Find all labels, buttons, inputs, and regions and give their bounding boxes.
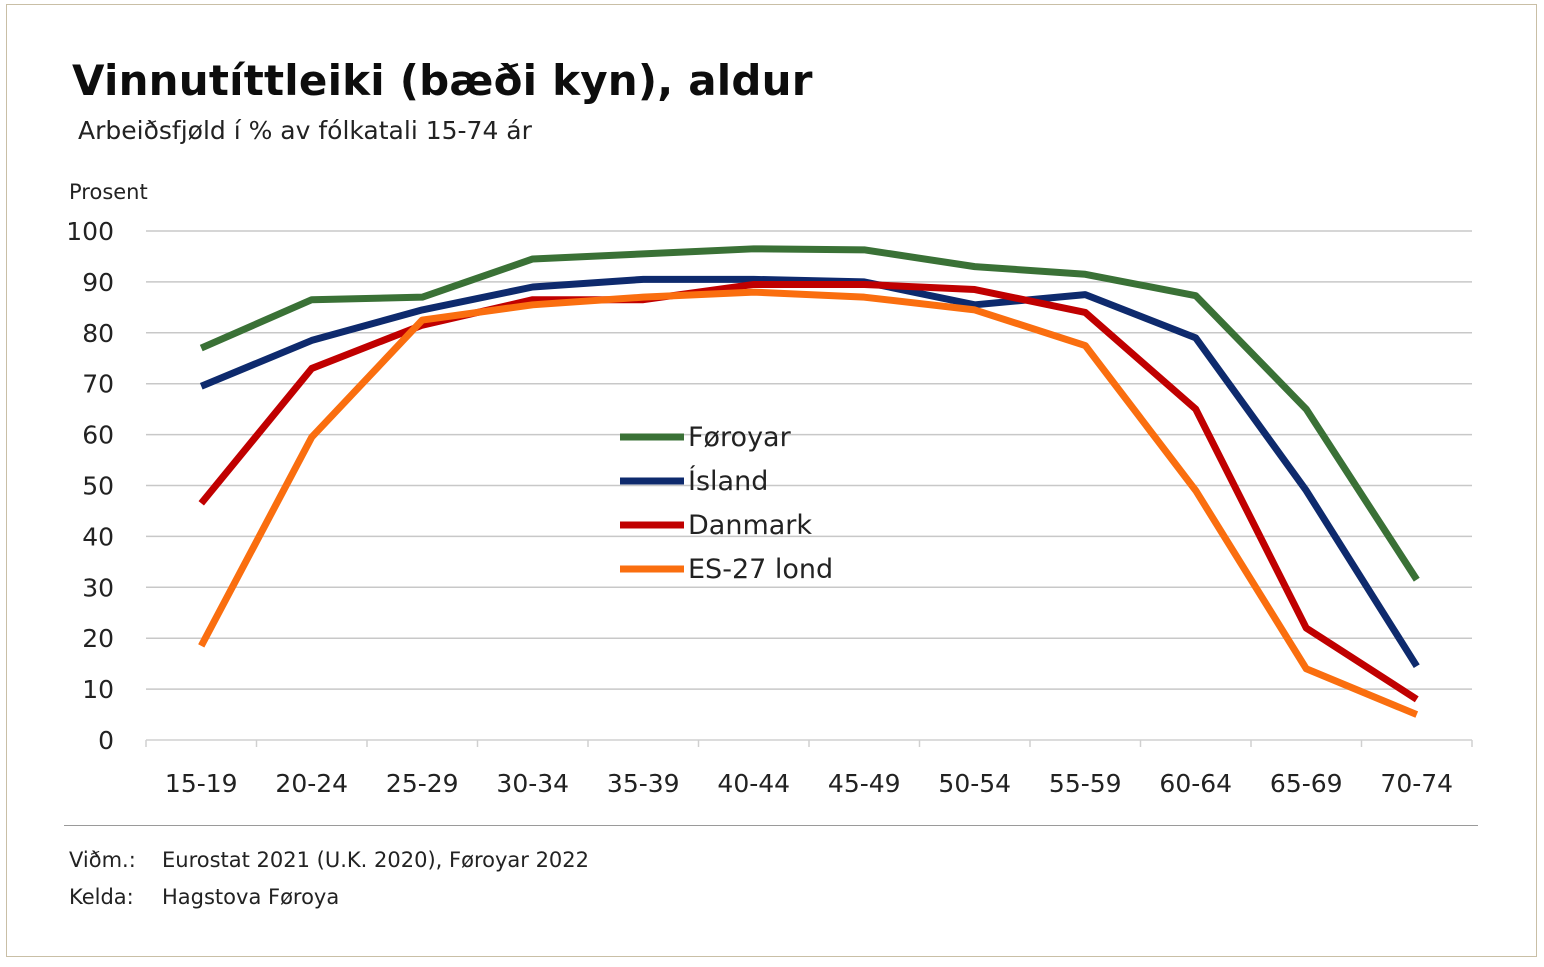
- x-tick-label: 45-49: [828, 769, 901, 798]
- y-tick-label: 10: [82, 675, 114, 704]
- y-tick-label: 70: [82, 370, 114, 399]
- y-tick-label: 80: [82, 319, 114, 348]
- x-tick-label: 50-54: [938, 769, 1011, 798]
- y-tick-label: 40: [82, 522, 114, 551]
- x-tick-label: 15-19: [165, 769, 238, 798]
- y-tick-label: 50: [82, 472, 114, 501]
- x-tick-label: 25-29: [386, 769, 459, 798]
- y-tick-label: 0: [98, 726, 114, 755]
- legend-label: Ísland: [688, 465, 768, 497]
- x-tick-label: 30-34: [496, 769, 569, 798]
- chart-frame: [6, 4, 1537, 957]
- legend-label: Føroyar: [688, 422, 792, 453]
- source-text: Hagstova Føroya: [162, 885, 340, 909]
- legend-label: Danmark: [688, 510, 812, 541]
- y-tick-label: 60: [82, 421, 114, 450]
- series-line--sland: [199, 275, 1420, 669]
- x-tick-label: 60-64: [1159, 769, 1232, 798]
- series-line-danmark: [198, 280, 1419, 703]
- x-tick-label: 70-74: [1380, 769, 1453, 798]
- footer-divider: [64, 825, 1478, 826]
- series-line-es-27-lond: [198, 288, 1419, 718]
- chart-subtitle: Arbeiðsfjøld í % av fólkatali 15-74 ár: [78, 116, 532, 145]
- y-tick-label: 90: [82, 268, 114, 297]
- x-tick-label: 55-59: [1049, 769, 1122, 798]
- x-tick-label: 65-69: [1270, 769, 1343, 798]
- y-tick-label: 100: [66, 217, 114, 246]
- x-tick-label: 20-24: [275, 769, 348, 798]
- note-text: Eurostat 2021 (U.K. 2020), Føroyar 2022: [162, 848, 590, 872]
- chart-title: Vinnutíttleiki (bæði kyn), aldur: [72, 56, 813, 105]
- x-tick-label: 40-44: [717, 769, 790, 798]
- y-tick-label: 30: [82, 573, 114, 602]
- y-tick-label: 20: [82, 624, 114, 653]
- note-label: Viðm.:: [69, 848, 136, 872]
- x-tick-label: 35-39: [607, 769, 680, 798]
- y-axis-label: Prosent: [69, 180, 148, 204]
- source-label: Kelda:: [69, 885, 134, 909]
- series-line-f-royar: [199, 245, 1420, 582]
- legend-label: ES-27 lond: [688, 554, 833, 585]
